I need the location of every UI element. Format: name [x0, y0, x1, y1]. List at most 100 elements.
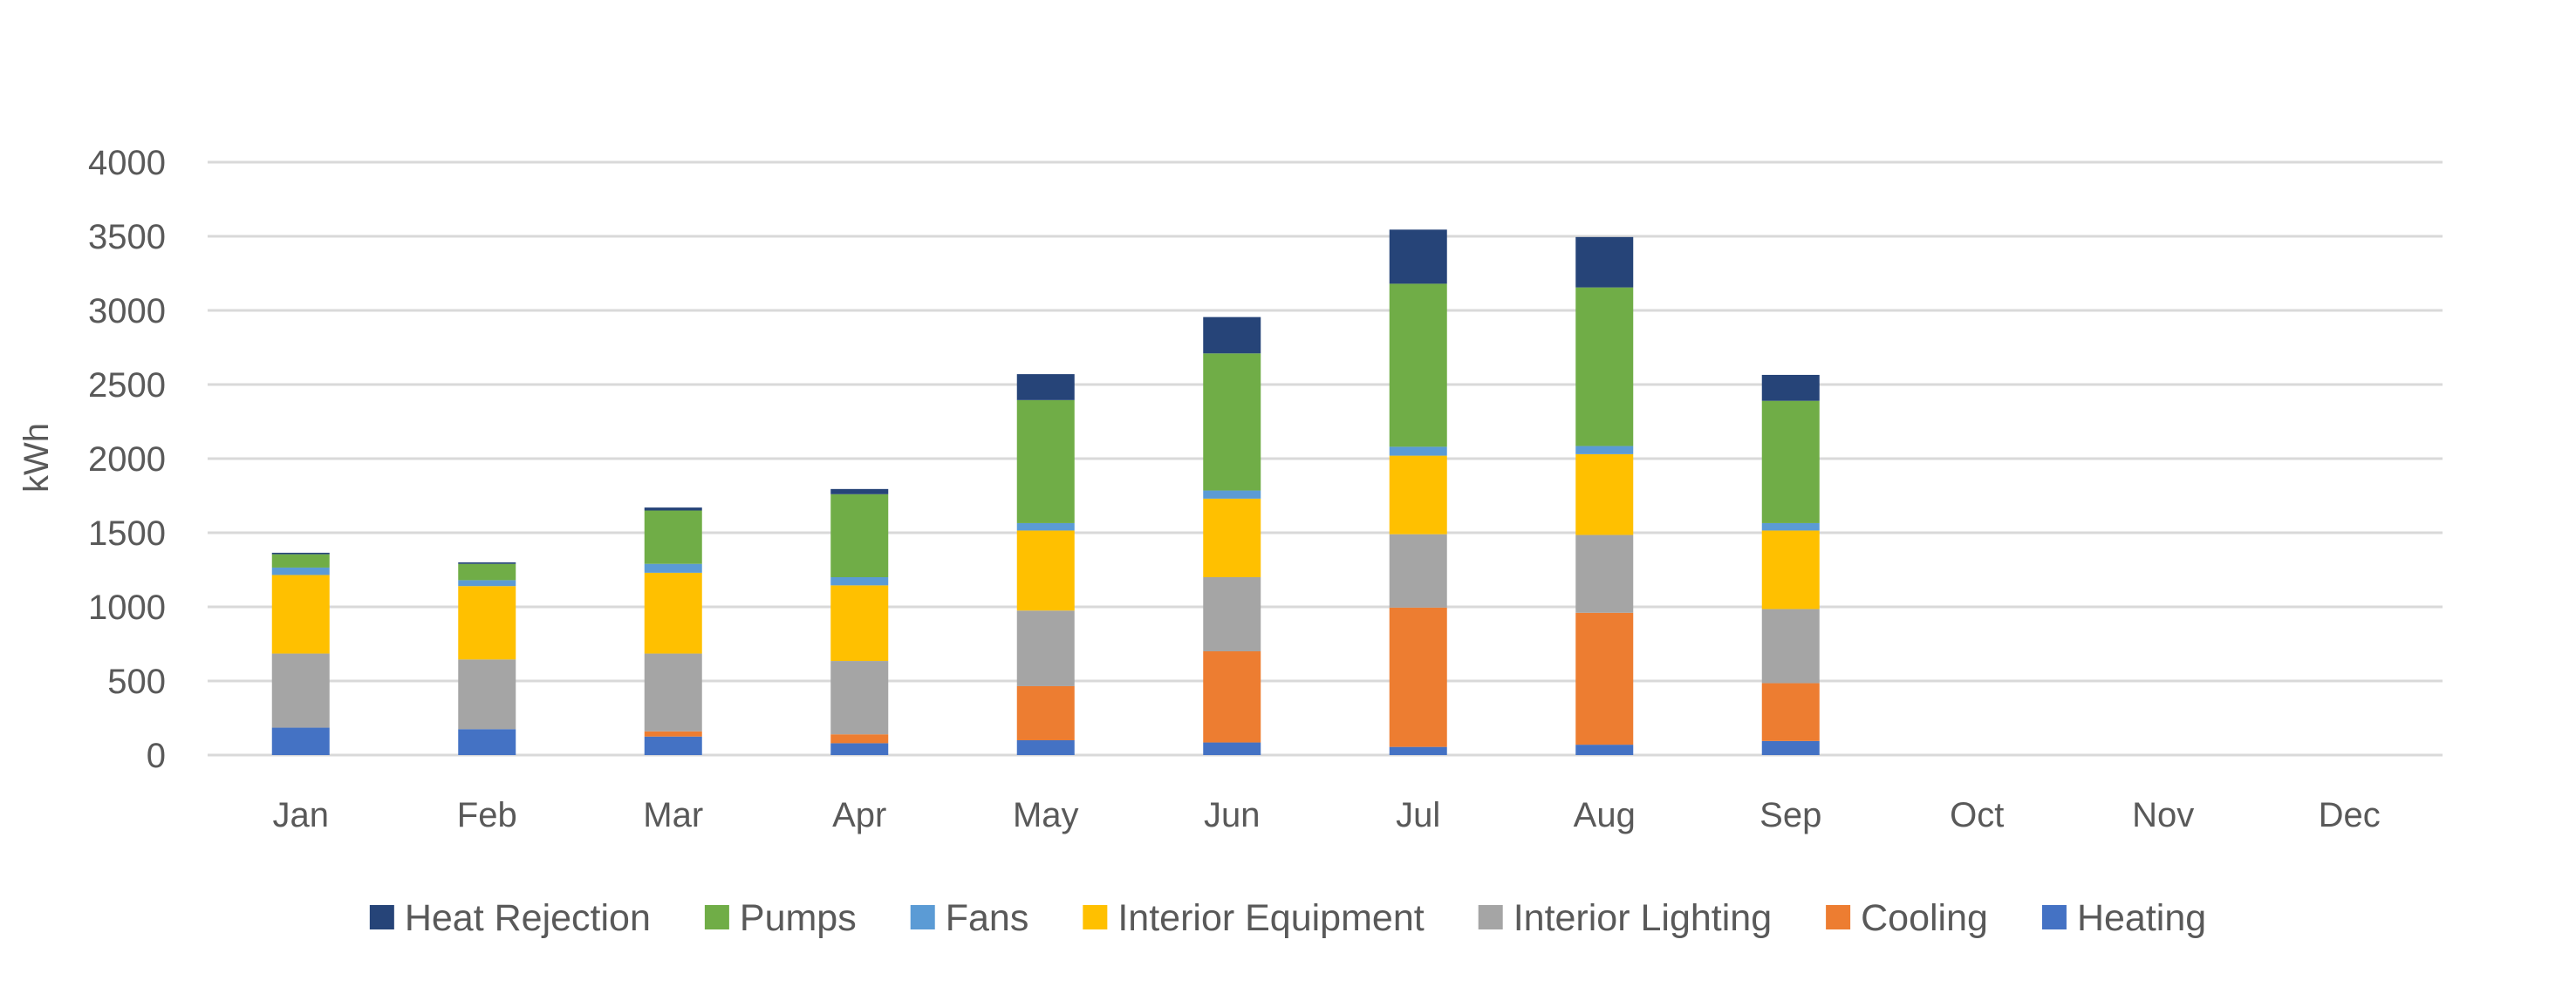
bar-segment-interior-lighting: [1016, 610, 1075, 686]
gridlines: [208, 160, 2443, 757]
bar-segment-heat-rejection: [271, 552, 330, 555]
legend-item-heating: Heating: [2041, 897, 2206, 939]
bar-segment-fans: [1761, 522, 1820, 531]
y-tick-label: 1000: [88, 589, 166, 627]
bar-segment-interior-equipment: [1389, 455, 1447, 534]
x-tick-label: Jun: [1204, 796, 1261, 834]
bar-segment-interior-equipment: [271, 575, 330, 654]
bar-segment-fans: [458, 580, 516, 587]
legend-item-interior-equipment: Interior Equipment: [1083, 897, 1425, 939]
bar-segment-cooling: [1761, 683, 1820, 741]
y-tick-label: 1500: [88, 514, 166, 553]
bar-segment-interior-equipment: [458, 586, 516, 660]
x-tick-label: Jul: [1396, 796, 1440, 834]
legend-swatch: [369, 905, 394, 929]
bar-segment-fans: [1575, 446, 1634, 454]
x-tick-label: Nov: [2132, 796, 2194, 834]
legend-swatch: [704, 905, 729, 929]
bar-segment-heat-rejection: [1389, 229, 1447, 284]
bar-segment-fans: [1203, 490, 1261, 499]
bar-segment-fans: [1389, 446, 1447, 456]
bar-segment-heat-rejection: [830, 488, 889, 494]
legend-swatch: [1478, 905, 1503, 929]
bar-segment-heat-rejection: [644, 507, 702, 511]
bar-segment-interior-lighting: [271, 653, 330, 728]
bar-segment-pumps: [1389, 283, 1447, 447]
bar-segment-interior-equipment: [1761, 530, 1820, 609]
bar-segment-heat-rejection: [1016, 374, 1075, 400]
y-tick-label: 0: [147, 737, 166, 775]
bar-segment-heating: [458, 729, 516, 755]
legend-item-pumps: Pumps: [704, 897, 857, 939]
x-tick-label: Dec: [2319, 796, 2381, 834]
legend-item-cooling: Cooling: [1826, 897, 1988, 939]
bar-segment-interior-lighting: [458, 659, 516, 730]
bar-segment-fans: [644, 563, 702, 573]
bar-segment-pumps: [1203, 353, 1261, 491]
legend-item-interior-lighting: Interior Lighting: [1478, 897, 1772, 939]
bar-segment-pumps: [458, 563, 516, 581]
bar-segment-interior-lighting: [1389, 534, 1447, 608]
bar-segment-interior-equipment: [1575, 453, 1634, 535]
legend-label: Pumps: [740, 897, 857, 939]
bar-segment-cooling: [1203, 651, 1261, 743]
bar-segment-interior-equipment: [1016, 530, 1075, 611]
x-tick-label: Oct: [1950, 796, 2004, 834]
bar-segment-cooling: [1016, 685, 1075, 740]
bar-segment-cooling: [1575, 612, 1634, 745]
bar-segment-interior-equipment: [1203, 498, 1261, 577]
bar-segment-interior-equipment: [644, 572, 702, 654]
bar-segment-heating: [271, 727, 330, 755]
bar-segment-fans: [830, 577, 889, 586]
y-tick-label: 2000: [88, 440, 166, 479]
legend-label: Interior Lighting: [1513, 897, 1772, 939]
bar-segment-pumps: [1761, 400, 1820, 523]
bar-segment-cooling: [1389, 607, 1447, 747]
bar-segment-heat-rejection: [1761, 374, 1820, 401]
legend-label: Interior Equipment: [1117, 897, 1424, 939]
bar-segment-interior-lighting: [644, 653, 702, 732]
bar-segment-heating: [830, 743, 889, 755]
x-tick-label: Feb: [457, 796, 517, 834]
bar-segment-pumps: [1016, 399, 1075, 523]
bar-segment-heating: [1203, 742, 1261, 755]
x-tick-label: May: [1013, 796, 1079, 834]
y-tick-label: 2500: [88, 366, 166, 405]
x-tick-label: Apr: [832, 796, 886, 834]
bar-segment-heating: [1761, 740, 1820, 755]
bar-segment-pumps: [830, 494, 889, 577]
x-tick-label: Sep: [1759, 796, 1821, 834]
bar-segment-interior-lighting: [1761, 609, 1820, 684]
legend-item-heat-rejection: Heat Rejection: [369, 897, 651, 939]
y-tick-label: 4000: [88, 144, 166, 182]
legend-label: Heating: [2077, 897, 2206, 939]
legend-swatch: [910, 905, 935, 929]
bar-segment-heat-rejection: [1203, 317, 1261, 354]
bar-segment-interior-lighting: [1203, 577, 1261, 651]
y-tick-label: 500: [107, 663, 166, 701]
x-axis-tick-labels: Jan Feb Mar Apr May Jun Jul Aug Sep Oct Nov Dec: [273, 796, 2381, 834]
legend-label: Fans: [946, 897, 1029, 939]
legend-item-fans: Fans: [910, 897, 1029, 939]
bar-segment-pumps: [644, 510, 702, 564]
bar-segment-interior-lighting: [1575, 534, 1634, 613]
bar-segment-heat-rejection: [458, 562, 516, 564]
bar-segment-pumps: [271, 554, 330, 568]
y-axis-title: kWh: [17, 423, 56, 493]
legend-swatch: [1826, 905, 1851, 929]
bar-segment-pumps: [1575, 287, 1634, 446]
bar-segment-heating: [1016, 740, 1075, 755]
bar-segment-heating: [1389, 746, 1447, 755]
bar-segment-cooling: [644, 731, 702, 737]
y-tick-label: 3500: [88, 218, 166, 256]
legend-swatch: [2041, 905, 2067, 929]
legend-swatch: [1083, 905, 1108, 929]
x-tick-label: Jan: [273, 796, 330, 834]
y-tick-label: 3000: [88, 292, 166, 330]
x-tick-label: Aug: [1574, 796, 1636, 834]
bar-segment-interior-equipment: [830, 585, 889, 662]
legend: Heat Rejection Pumps Fans Interior Equipmen…: [369, 897, 2206, 939]
bar-segment-heating: [1575, 745, 1634, 755]
bar-segment-cooling: [830, 734, 889, 744]
